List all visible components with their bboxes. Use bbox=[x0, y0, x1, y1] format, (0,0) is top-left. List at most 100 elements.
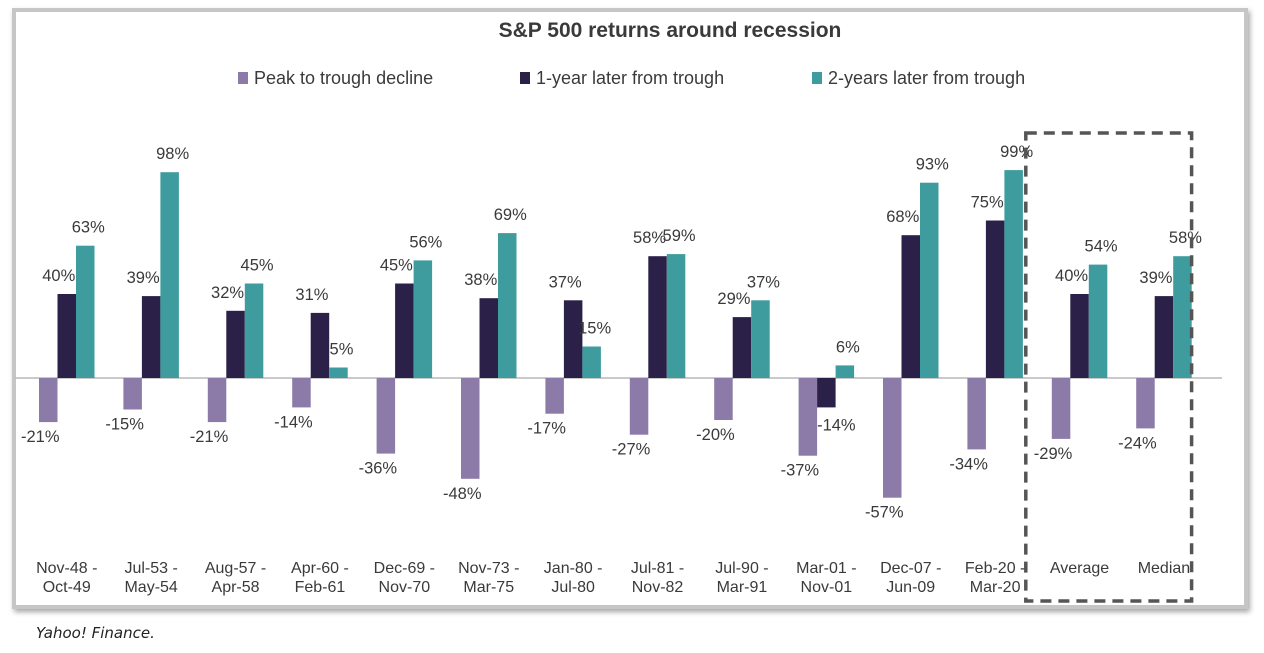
bar-1-year-later-from-trough-dec-69-nov-70 bbox=[395, 283, 414, 378]
bar-peak-to-trough-decline-median bbox=[1136, 378, 1155, 429]
bar-1-year-later-from-trough-jul-53-may-54 bbox=[141, 296, 161, 378]
data-label-2-years-later-from-trough-dec-07-jun-09: 93% bbox=[916, 156, 949, 174]
legend-label-peak-to-trough-decline: Peak to trough decline bbox=[254, 68, 433, 88]
x-tick-label-dec-07-jun-09-line2: Jun-09 bbox=[886, 579, 935, 596]
bar-2-years-later-from-trough-feb-20-mar-20 bbox=[1004, 170, 1023, 378]
data-label-2-years-later-from-trough-dec-69-nov-70: 56% bbox=[409, 233, 442, 251]
data-label-peak-to-trough-decline-mar-01-nov-01: -37% bbox=[781, 462, 820, 480]
bar-peak-to-trough-decline-average bbox=[1051, 378, 1071, 439]
bar-peak-to-trough-decline-feb-20-mar-20 bbox=[967, 378, 986, 450]
bar-peak-to-trough-decline-aug-57-apr-58 bbox=[207, 378, 227, 423]
data-label-1-year-later-from-trough-average: 40% bbox=[1055, 267, 1088, 285]
data-label-peak-to-trough-decline-apr-60-feb-61: -14% bbox=[274, 413, 313, 431]
bar-peak-to-trough-decline-jul-53-may-54 bbox=[123, 378, 142, 410]
legend-swatch-2-years-later-from-trough bbox=[812, 72, 822, 84]
source-note: Yahoo! Finance. bbox=[36, 624, 155, 642]
x-tick-label-feb-20-mar-20-line2: Mar-20 bbox=[970, 579, 1021, 596]
x-tick-label-average: Average bbox=[1050, 560, 1109, 577]
legend-swatch-peak-to-trough-decline bbox=[238, 72, 248, 84]
data-label-peak-to-trough-decline-average: -29% bbox=[1034, 445, 1073, 463]
x-tick-label-jul-90-mar-91-line2: Mar-91 bbox=[717, 579, 768, 596]
bar-peak-to-trough-decline-dec-07-jun-09 bbox=[883, 378, 902, 498]
data-label-peak-to-trough-decline-nov-48-oct-49: -21% bbox=[21, 428, 60, 446]
legend-swatch-1-year-later-from-trough bbox=[520, 72, 530, 84]
data-label-1-year-later-from-trough-aug-57-apr-58: 32% bbox=[211, 284, 244, 302]
data-label-1-year-later-from-trough-apr-60-feb-61: 31% bbox=[295, 286, 328, 304]
bar-2-years-later-from-trough-jul-53-may-54 bbox=[160, 172, 179, 378]
x-tick-label-jul-90-mar-91-line1: Jul-90 - bbox=[715, 560, 768, 577]
bar-2-years-later-from-trough-median bbox=[1173, 256, 1192, 378]
x-tick-label-feb-20-mar-20-line1: Feb-20 - bbox=[965, 560, 1025, 577]
bar-peak-to-trough-decline-apr-60-feb-61 bbox=[292, 378, 311, 408]
highlight-box-average-median bbox=[1024, 131, 1194, 603]
data-label-peak-to-trough-decline-jan-80-jul-80: -17% bbox=[527, 420, 566, 438]
bar-1-year-later-from-trough-aug-57-apr-58 bbox=[226, 310, 245, 378]
bar-2-years-later-from-trough-nov-73-mar-75 bbox=[498, 233, 517, 378]
data-label-2-years-later-from-trough-feb-20-mar-20: 99% bbox=[1000, 143, 1033, 161]
x-tick-label-aug-57-apr-58-line2: Apr-58 bbox=[212, 579, 260, 596]
x-tick-label-jul-81-nov-82-line1: Jul-81 - bbox=[631, 560, 684, 577]
x-tick-label-nov-73-mar-75-line1: Nov-73 - bbox=[458, 560, 519, 577]
data-label-2-years-later-from-trough-aug-57-apr-58: 45% bbox=[241, 257, 274, 275]
data-label-peak-to-trough-decline-jul-53-may-54: -15% bbox=[105, 416, 144, 434]
bar-1-year-later-from-trough-average bbox=[1070, 294, 1089, 378]
data-label-2-years-later-from-trough-nov-48-oct-49: 63% bbox=[72, 219, 105, 237]
data-label-2-years-later-from-trough-mar-01-nov-01: 6% bbox=[836, 338, 860, 356]
x-tick-label-jan-80-jul-80-line1: Jan-80 - bbox=[544, 560, 603, 577]
bar-1-year-later-from-trough-jul-81-nov-82 bbox=[648, 256, 667, 378]
bar-peak-to-trough-decline-dec-69-nov-70 bbox=[376, 378, 396, 454]
bar-1-year-later-from-trough-median bbox=[1154, 296, 1174, 378]
bar-2-years-later-from-trough-jan-80-jul-80 bbox=[582, 346, 601, 378]
data-label-peak-to-trough-decline-jul-90-mar-91: -20% bbox=[696, 426, 735, 444]
x-tick-label-jul-53-may-54-line1: Jul-53 - bbox=[124, 560, 177, 577]
data-label-2-years-later-from-trough-jan-80-jul-80: 15% bbox=[578, 320, 611, 338]
x-tick-label-nov-48-oct-49-line2: Oct-49 bbox=[43, 579, 91, 596]
data-label-1-year-later-from-trough-dec-69-nov-70: 45% bbox=[380, 257, 413, 275]
data-label-2-years-later-from-trough-apr-60-feb-61: 5% bbox=[330, 341, 354, 359]
data-label-peak-to-trough-decline-aug-57-apr-58: -21% bbox=[190, 428, 229, 446]
bar-2-years-later-from-trough-jul-90-mar-91 bbox=[751, 300, 770, 378]
bar-peak-to-trough-decline-mar-01-nov-01 bbox=[798, 378, 818, 456]
data-label-1-year-later-from-trough-nov-48-oct-49: 40% bbox=[42, 267, 75, 285]
data-label-2-years-later-from-trough-jul-90-mar-91: 37% bbox=[747, 273, 780, 291]
bar-1-year-later-from-trough-jan-80-jul-80 bbox=[563, 300, 583, 378]
data-label-1-year-later-from-trough-dec-07-jun-09: 68% bbox=[886, 208, 919, 226]
bar-1-year-later-from-trough-mar-01-nov-01 bbox=[817, 378, 836, 408]
data-label-2-years-later-from-trough-nov-73-mar-75: 69% bbox=[494, 206, 527, 224]
x-tick-label-mar-01-nov-01-line2: Nov-01 bbox=[801, 579, 853, 596]
x-tick-label-aug-57-apr-58-line1: Aug-57 - bbox=[205, 560, 266, 577]
bar-1-year-later-from-trough-feb-20-mar-20 bbox=[985, 220, 1005, 378]
data-label-peak-to-trough-decline-median: -24% bbox=[1118, 434, 1157, 452]
data-label-2-years-later-from-trough-jul-81-nov-82: 59% bbox=[663, 227, 696, 245]
bar-1-year-later-from-trough-nov-48-oct-49 bbox=[57, 294, 76, 378]
x-tick-label-mar-01-nov-01-line1: Mar-01 - bbox=[796, 560, 856, 577]
legend-label-2-years-later-from-trough: 2-years later from trough bbox=[828, 68, 1025, 88]
x-tick-label-nov-73-mar-75-line2: Mar-75 bbox=[463, 579, 514, 596]
bar-2-years-later-from-trough-aug-57-apr-58 bbox=[244, 283, 264, 378]
data-label-2-years-later-from-trough-median: 58% bbox=[1169, 229, 1202, 247]
bar-peak-to-trough-decline-jan-80-jul-80 bbox=[545, 378, 564, 414]
data-label-1-year-later-from-trough-jul-81-nov-82: 58% bbox=[633, 229, 666, 247]
bar-1-year-later-from-trough-apr-60-feb-61 bbox=[310, 312, 330, 378]
bar-2-years-later-from-trough-jul-81-nov-82 bbox=[666, 254, 686, 378]
chart-svg: S&P 500 returns around recession Peak to … bbox=[15, 19, 1222, 603]
data-label-peak-to-trough-decline-feb-20-mar-20: -34% bbox=[949, 455, 988, 473]
chart-title: S&P 500 returns around recession bbox=[499, 19, 842, 42]
x-tick-label-median: Median bbox=[1138, 560, 1190, 577]
data-label-1-year-later-from-trough-jul-90-mar-91: 29% bbox=[717, 290, 750, 308]
data-label-1-year-later-from-trough-mar-01-nov-01: -14% bbox=[817, 416, 856, 434]
x-tick-label-jul-81-nov-82-line2: Nov-82 bbox=[632, 579, 684, 596]
x-tick-label-dec-07-jun-09-line1: Dec-07 - bbox=[880, 560, 941, 577]
bar-2-years-later-from-trough-nov-48-oct-49 bbox=[76, 245, 95, 378]
bar-2-years-later-from-trough-dec-07-jun-09 bbox=[920, 182, 939, 378]
x-tick-label-apr-60-feb-61-line2: Feb-61 bbox=[295, 579, 346, 596]
data-label-2-years-later-from-trough-jul-53-may-54: 98% bbox=[156, 145, 189, 163]
x-tick-label-dec-69-nov-70-line2: Nov-70 bbox=[379, 579, 431, 596]
data-label-peak-to-trough-decline-jul-81-nov-82: -27% bbox=[612, 441, 651, 459]
x-tick-label-jul-53-may-54-line2: May-54 bbox=[124, 579, 177, 596]
bar-peak-to-trough-decline-nov-73-mar-75 bbox=[461, 378, 480, 479]
data-label-2-years-later-from-trough-average: 54% bbox=[1085, 238, 1118, 256]
data-label-1-year-later-from-trough-jan-80-jul-80: 37% bbox=[549, 273, 582, 291]
data-label-1-year-later-from-trough-feb-20-mar-20: 75% bbox=[971, 194, 1004, 212]
bar-peak-to-trough-decline-jul-81-nov-82 bbox=[629, 378, 649, 435]
